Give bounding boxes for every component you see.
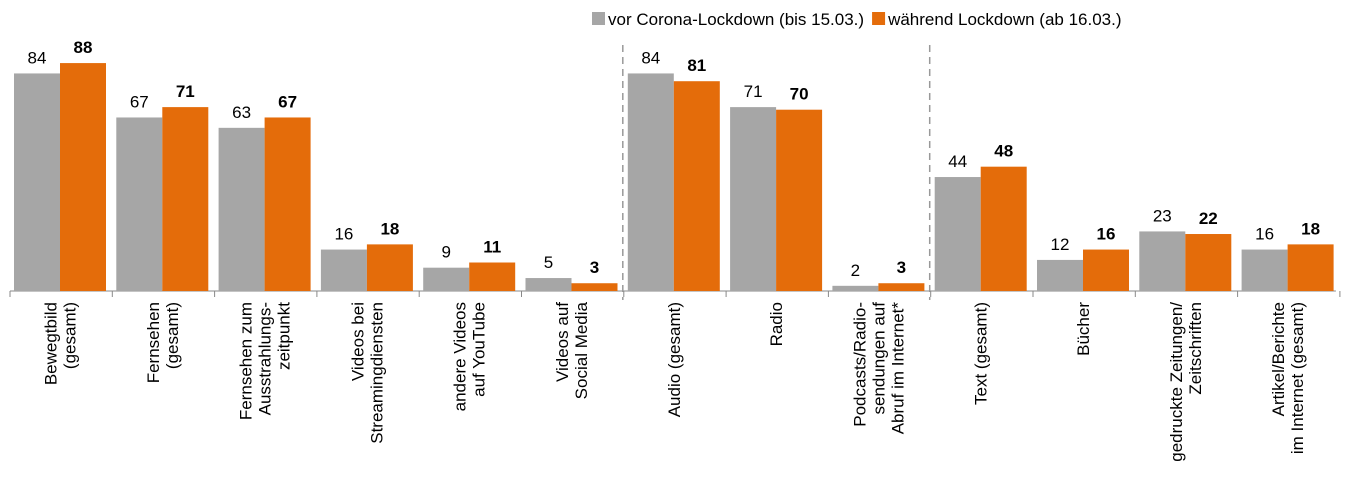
value-label: 16 (334, 225, 353, 244)
bar (1083, 249, 1129, 291)
x-tick-label: gedruckte Zeitungen/Zeitschriften (1167, 302, 1205, 462)
bar (1037, 259, 1083, 291)
bar (627, 73, 674, 291)
value-label: 84 (28, 48, 47, 67)
x-tick-label: Audio (gesamt) (665, 302, 684, 417)
bar (264, 117, 311, 291)
bar (878, 283, 925, 291)
bar (1185, 234, 1232, 291)
value-label: 71 (176, 82, 195, 101)
value-label: 81 (687, 56, 706, 75)
value-label: 16 (1097, 225, 1116, 244)
legend-label: während Lockdown (ab 16.03.) (887, 10, 1121, 29)
bar (730, 107, 777, 291)
value-label: 3 (590, 258, 599, 277)
bar (1241, 249, 1288, 291)
value-label: 12 (1051, 235, 1070, 254)
value-label: 84 (641, 48, 660, 67)
bar (776, 109, 823, 291)
value-label: 88 (74, 38, 93, 57)
bar (469, 262, 516, 291)
value-label: 18 (380, 219, 399, 238)
value-label: 9 (441, 243, 450, 262)
value-label: 3 (897, 258, 906, 277)
value-label: 16 (1255, 225, 1274, 244)
bar (673, 81, 720, 292)
x-tick-label: Bücher (1074, 302, 1093, 356)
bar (1139, 231, 1186, 291)
bar (980, 166, 1027, 291)
x-tick-label: Bewegtbild(gesamt) (42, 302, 80, 385)
bar (423, 267, 470, 291)
bar (162, 107, 209, 291)
bar (1287, 244, 1334, 291)
value-label: 48 (994, 142, 1013, 161)
value-label: 18 (1301, 219, 1320, 238)
bar (571, 283, 618, 291)
x-tick-label: Text (gesamt) (972, 302, 991, 405)
bar (366, 244, 413, 291)
bar (218, 127, 265, 291)
bar (525, 278, 572, 291)
value-label: 71 (744, 82, 763, 101)
value-label: 11 (483, 238, 501, 257)
value-label: 23 (1153, 206, 1172, 225)
value-label: 44 (948, 152, 967, 171)
value-label: 2 (851, 261, 860, 280)
x-tick-label: Fernsehen zumAusstrahlungs-zeitpunkt (237, 302, 294, 420)
x-tick-label: Videos beiStreamingdiensten (348, 302, 386, 444)
value-label: 67 (278, 92, 297, 111)
value-label: 22 (1199, 209, 1218, 228)
value-label: 67 (130, 92, 149, 111)
bar (14, 73, 60, 291)
x-tick-label: Fernsehen(gesamt) (144, 302, 182, 383)
legend-label: vor Corona-Lockdown (bis 15.03.) (608, 10, 864, 29)
value-label: 5 (544, 253, 553, 272)
x-tick-label: Podcasts/Radio-sendungen aufAbruf im Int… (850, 302, 907, 435)
legend-swatch (872, 12, 886, 25)
x-tick-label: andere Videosauf YouTube (451, 302, 489, 411)
bar (320, 249, 367, 291)
value-label: 70 (790, 85, 809, 104)
x-tick-label: Artikel/Berichteim Internet (gesamt) (1269, 302, 1307, 454)
bar (60, 63, 106, 291)
x-tick-label: Videos aufSocial Media (553, 301, 591, 399)
legend-swatch (592, 12, 605, 25)
bar (934, 177, 981, 291)
x-tick-label: Radio (767, 302, 786, 346)
bar (116, 117, 163, 291)
value-label: 63 (232, 103, 251, 122)
bar (832, 285, 879, 291)
